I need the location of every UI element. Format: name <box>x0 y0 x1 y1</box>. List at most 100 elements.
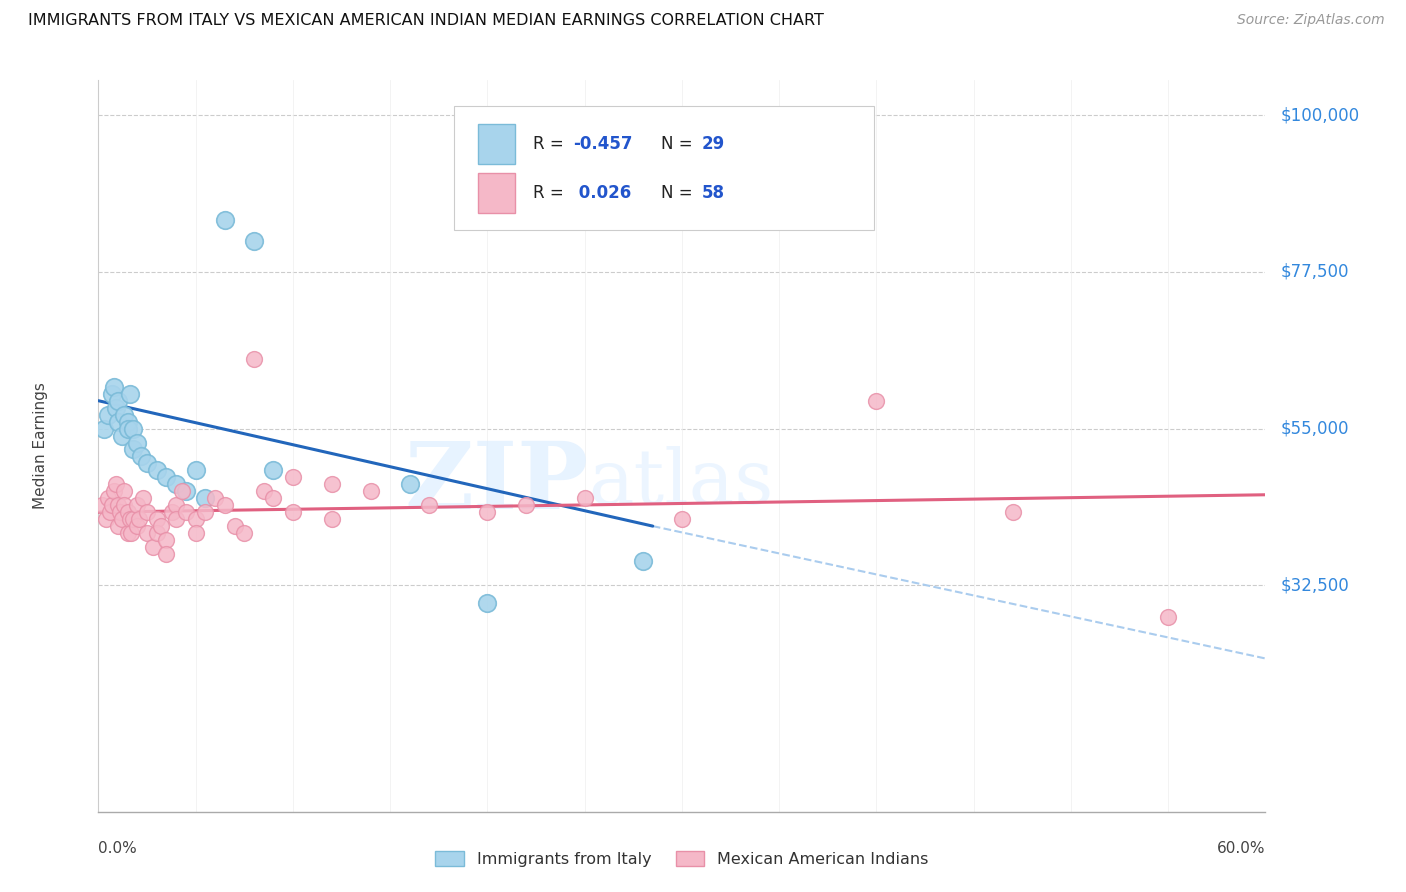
Text: ZIP: ZIP <box>405 438 589 527</box>
Point <box>155 470 177 484</box>
Point <box>128 512 150 526</box>
Point <box>122 442 145 457</box>
Point <box>136 505 159 519</box>
Point <box>104 477 127 491</box>
Text: $55,000: $55,000 <box>1281 419 1350 438</box>
Point <box>107 498 129 512</box>
Point <box>117 415 139 429</box>
Point <box>360 484 382 499</box>
Point <box>321 512 343 526</box>
Point <box>174 484 197 499</box>
Point <box>170 484 193 499</box>
Point <box>104 401 127 415</box>
Point <box>101 386 124 401</box>
Point <box>112 408 135 422</box>
Point <box>127 519 149 533</box>
Text: $100,000: $100,000 <box>1281 106 1360 124</box>
Point <box>165 477 187 491</box>
FancyBboxPatch shape <box>454 106 875 230</box>
Text: IMMIGRANTS FROM ITALY VS MEXICAN AMERICAN INDIAN MEDIAN EARNINGS CORRELATION CHA: IMMIGRANTS FROM ITALY VS MEXICAN AMERICA… <box>28 13 824 29</box>
Point <box>112 484 135 499</box>
Point <box>477 505 499 519</box>
Point <box>1157 609 1180 624</box>
Point <box>262 491 284 506</box>
Text: $32,500: $32,500 <box>1281 576 1350 594</box>
Point <box>117 421 139 435</box>
Point <box>129 450 152 464</box>
Point <box>122 512 145 526</box>
Point <box>224 519 246 533</box>
Point <box>574 491 596 506</box>
Point <box>398 477 420 491</box>
Point <box>122 421 145 435</box>
Point <box>97 408 120 422</box>
Point <box>155 547 177 561</box>
Text: N =: N = <box>661 184 697 202</box>
Point <box>97 491 120 506</box>
Text: 29: 29 <box>702 135 725 153</box>
Point <box>155 533 177 547</box>
Point <box>233 526 256 541</box>
Point <box>112 498 135 512</box>
Text: R =: R = <box>533 184 568 202</box>
Text: N =: N = <box>661 135 697 153</box>
Point <box>253 484 276 499</box>
Point <box>262 463 284 477</box>
Point <box>111 428 134 442</box>
Point <box>515 498 537 512</box>
Point <box>101 498 124 512</box>
Point <box>118 512 141 526</box>
Point <box>111 512 134 526</box>
Point <box>121 526 143 541</box>
Point <box>93 421 115 435</box>
Point <box>146 526 169 541</box>
Point <box>108 505 131 519</box>
Point <box>194 505 217 519</box>
Point <box>631 554 654 568</box>
Point <box>103 380 125 394</box>
Point <box>165 512 187 526</box>
Text: 0.0%: 0.0% <box>98 841 138 856</box>
Point <box>117 505 139 519</box>
Point <box>149 519 172 533</box>
Point <box>142 540 165 554</box>
Point <box>127 435 149 450</box>
Text: $77,500: $77,500 <box>1281 263 1350 281</box>
Point <box>117 526 139 541</box>
Point <box>865 393 887 408</box>
Point <box>127 498 149 512</box>
Text: atlas: atlas <box>589 446 773 519</box>
Point <box>243 351 266 366</box>
Text: 60.0%: 60.0% <box>1218 841 1265 856</box>
Point <box>118 386 141 401</box>
Point <box>165 498 187 512</box>
Point <box>184 463 207 477</box>
Text: R =: R = <box>533 135 568 153</box>
Point <box>107 519 129 533</box>
Point <box>194 491 217 506</box>
Point <box>98 505 121 519</box>
Point <box>184 512 207 526</box>
Text: 0.026: 0.026 <box>574 184 631 202</box>
Point <box>184 526 207 541</box>
Point <box>91 498 114 512</box>
Legend: Immigrants from Italy, Mexican American Indians: Immigrants from Italy, Mexican American … <box>429 845 935 873</box>
Point <box>174 505 197 519</box>
Point <box>477 596 499 610</box>
Text: 58: 58 <box>702 184 724 202</box>
Point <box>1001 505 1024 519</box>
FancyBboxPatch shape <box>478 173 515 213</box>
Point <box>214 212 236 227</box>
Point <box>671 512 693 526</box>
Point <box>243 234 266 248</box>
Point <box>132 491 155 506</box>
Point <box>107 393 129 408</box>
Text: -0.457: -0.457 <box>574 135 633 153</box>
Point <box>281 505 304 519</box>
Point <box>162 505 184 519</box>
Text: Source: ZipAtlas.com: Source: ZipAtlas.com <box>1237 13 1385 28</box>
Point <box>204 491 226 506</box>
Point <box>103 484 125 499</box>
Point <box>418 498 440 512</box>
Point <box>321 477 343 491</box>
